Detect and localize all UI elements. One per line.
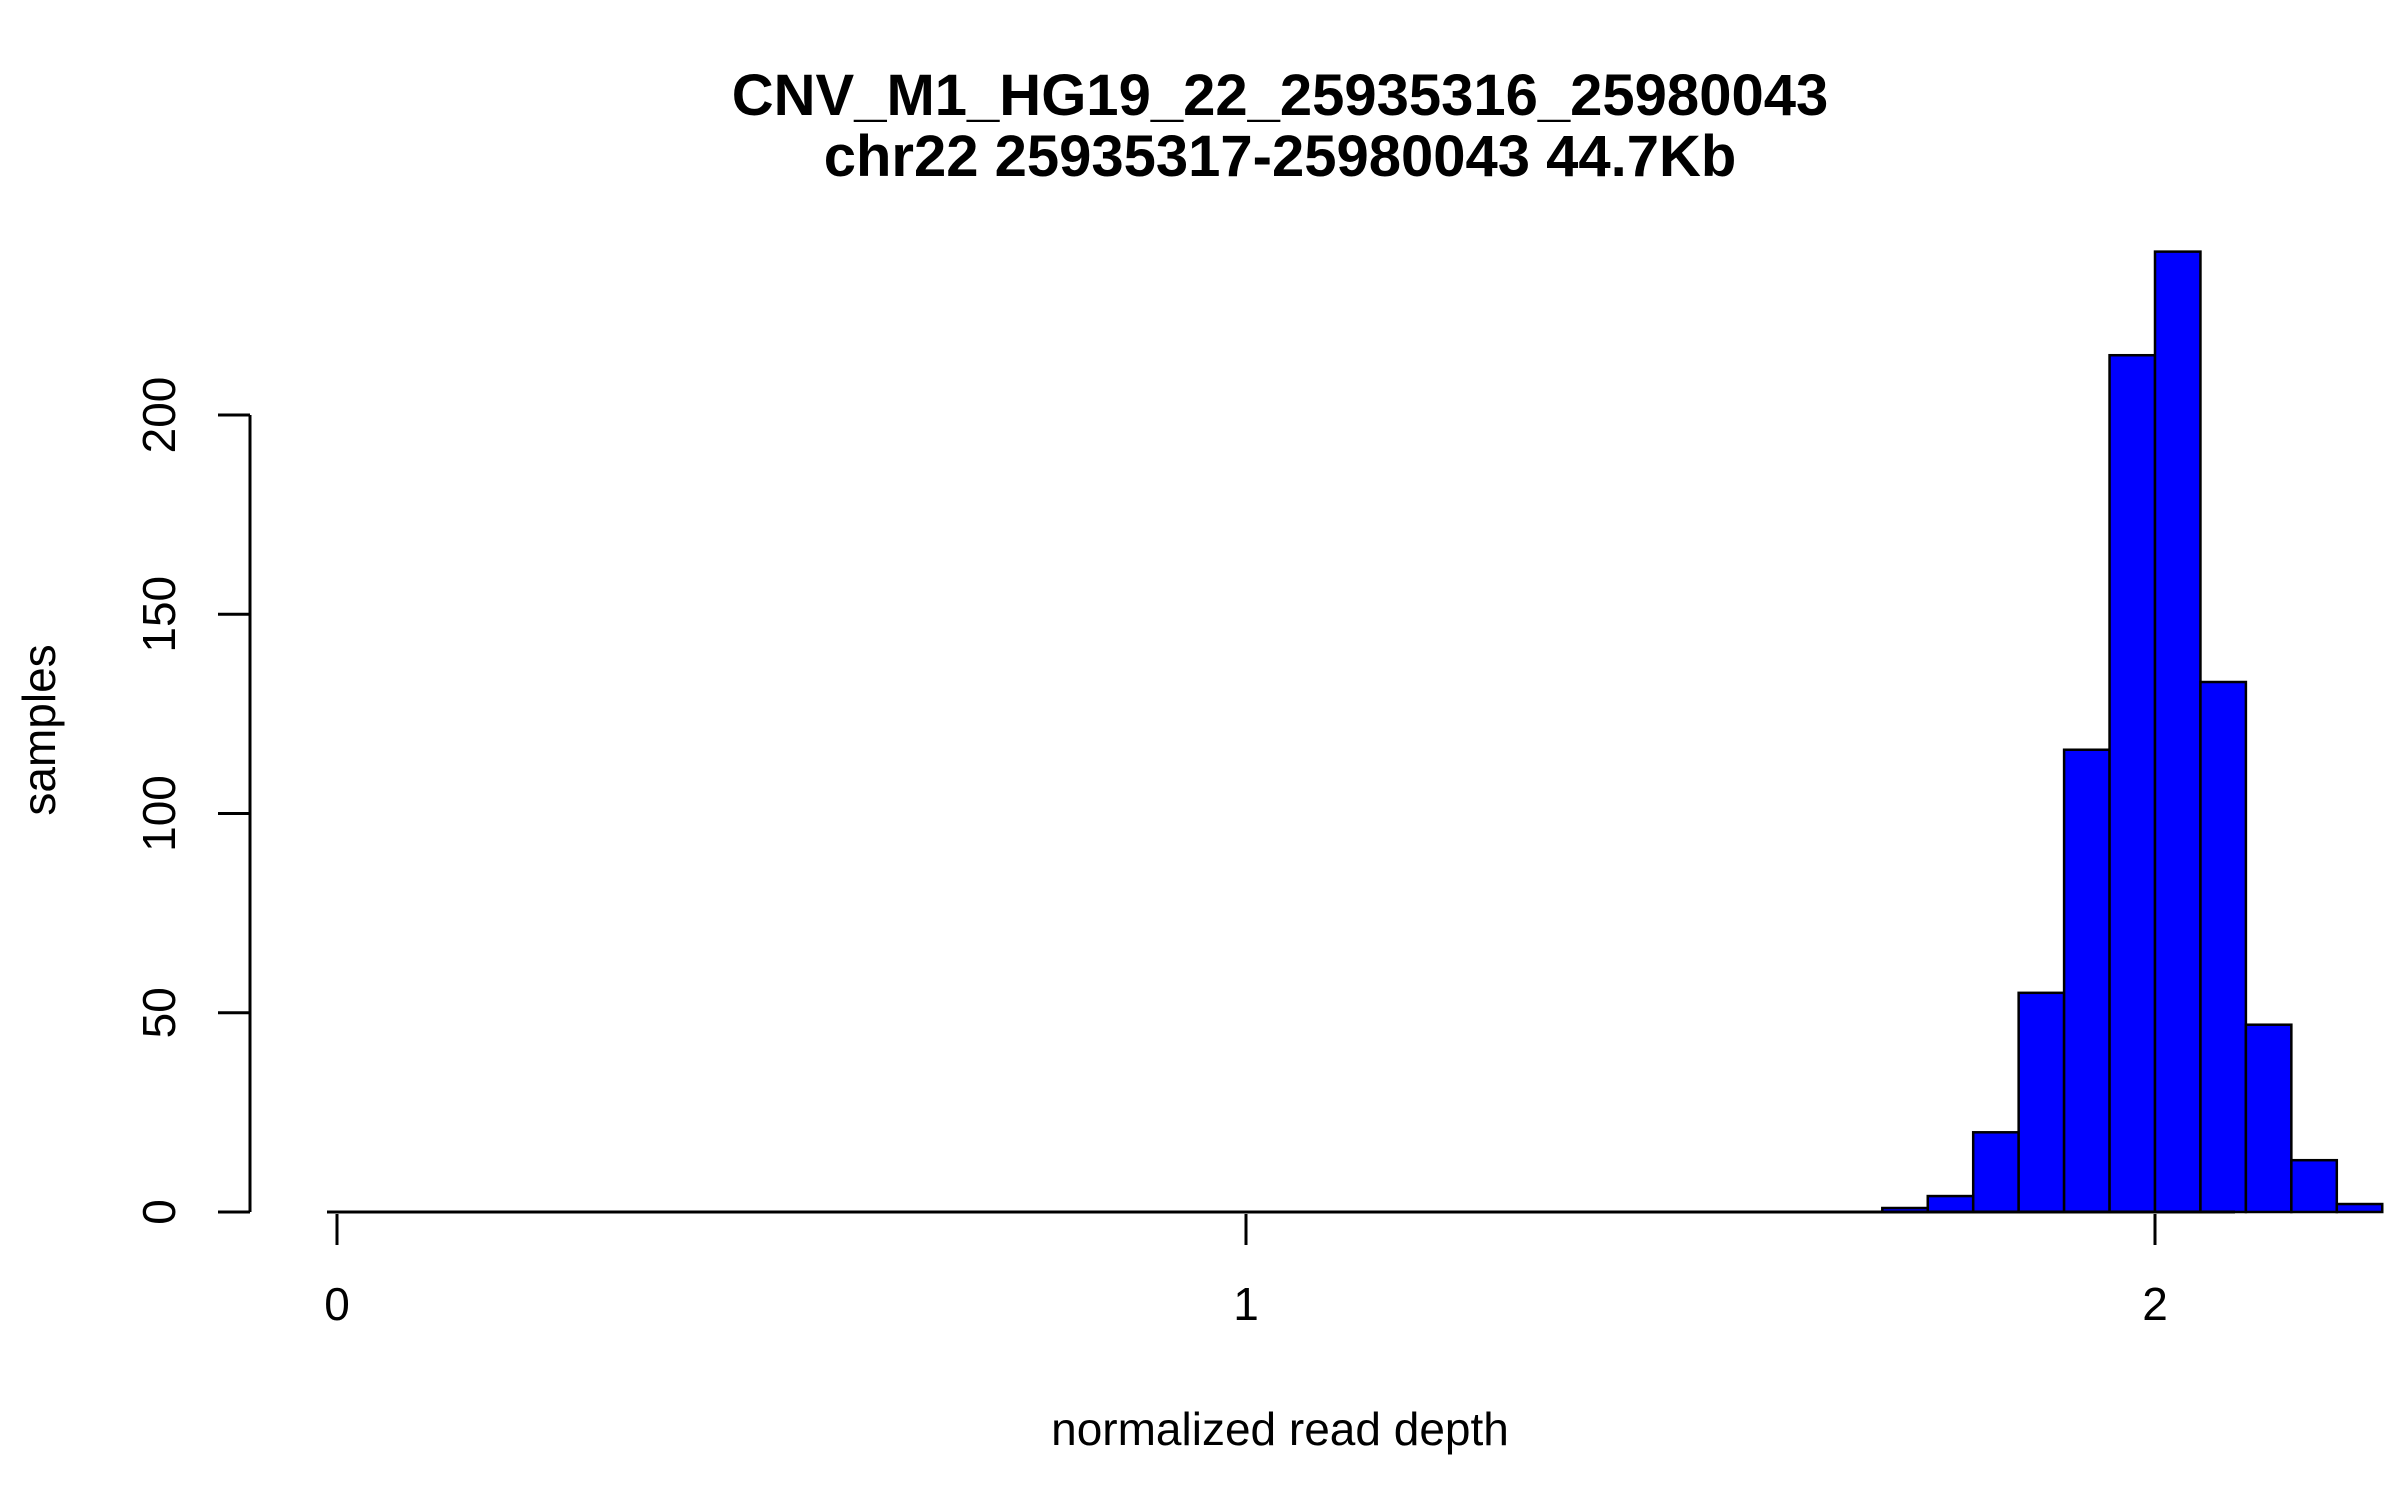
y-tick-label: 50 bbox=[133, 987, 185, 1038]
x-axis: 01234 bbox=[324, 1214, 2168, 1330]
x-axis-label: normalized read depth bbox=[1051, 1403, 1509, 1455]
y-tick-label: 200 bbox=[133, 377, 185, 454]
chart-subtitle: chr22 25935317-25980043 44.7Kb bbox=[824, 124, 1737, 189]
y-axis: 0 50 100 150 200 bbox=[133, 377, 252, 1225]
y-axis-label: samples bbox=[13, 644, 65, 815]
y-tick-label: 100 bbox=[133, 775, 185, 852]
x-tick-label: 2 bbox=[2142, 1278, 2168, 1330]
y-tick-label: 0 bbox=[133, 1199, 185, 1225]
x-tick-label: 0 bbox=[324, 1278, 350, 1330]
histogram-bar bbox=[2290, 1158, 2339, 1214]
histogram-bar bbox=[2062, 748, 2111, 1214]
chart-title: CNV_M1_HG19_22_25935316_25980043 bbox=[732, 63, 1828, 128]
histogram-bar bbox=[2153, 250, 2202, 1214]
histogram-bar bbox=[2199, 680, 2248, 1214]
histogram-bar bbox=[2108, 353, 2157, 1214]
histogram-bar bbox=[2335, 1202, 2384, 1214]
histogram-bar bbox=[1926, 1194, 1975, 1214]
histogram-bar bbox=[1971, 1131, 2020, 1214]
y-tick-label: 150 bbox=[133, 576, 185, 653]
histogram-bar bbox=[2244, 1023, 2293, 1214]
histogram-bars bbox=[1881, 250, 2384, 1214]
x-tick-label: 1 bbox=[1233, 1278, 1259, 1330]
histogram-bar bbox=[2017, 991, 2066, 1214]
